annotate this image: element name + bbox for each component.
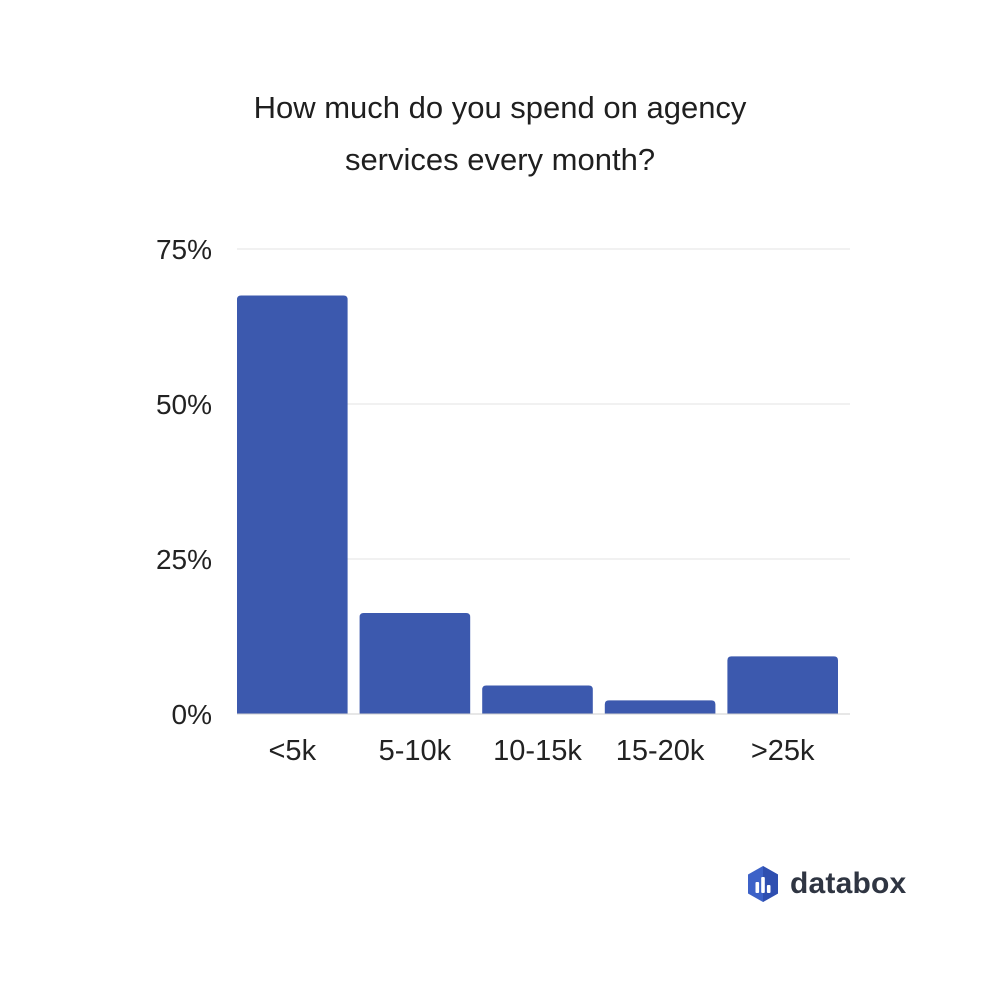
y-tick-label: 50% [156,389,212,420]
y-tick-label: 25% [156,544,212,575]
x-tick-label: >25k [751,735,815,767]
x-axis-ticks: <5k 5-10k 10-15k 15-20k >25k [269,735,816,767]
bar-3 [604,700,716,714]
databox-logo-icon [748,866,778,902]
databox-logo-text: databox [790,867,907,900]
bar-2 [482,685,593,714]
y-tick-label: 75% [156,234,212,265]
x-tick-label: 10-15k [493,735,582,767]
bars [237,295,838,714]
y-tick-label: 0% [172,699,212,730]
x-tick-label: <5k [269,735,317,767]
bar-4 [727,656,838,714]
bar-1 [359,612,471,714]
chart-title-line-1: How much do you spend on agency [253,90,747,125]
databox-logo: databox [746,864,906,904]
x-tick-label: 15-20k [616,735,705,767]
chart-title-line-2: services every month? [344,142,656,177]
bar-0 [237,295,348,714]
y-axis-ticks: 0% 25% 50% 75% [156,234,212,730]
chart-title: How much do you spend on agency services… [150,82,850,186]
x-tick-label: 5-10k [379,735,452,767]
